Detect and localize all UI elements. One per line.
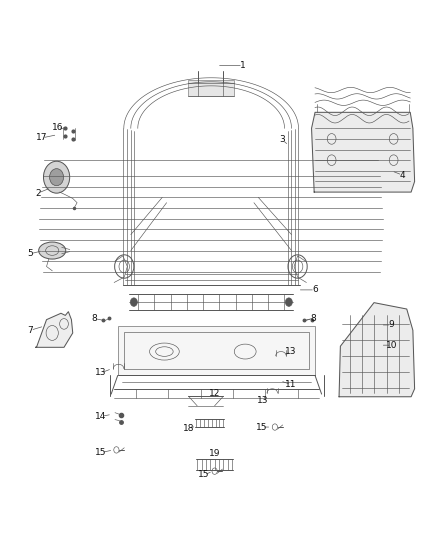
Text: 7: 7	[28, 326, 33, 335]
Text: 16: 16	[52, 123, 63, 132]
Circle shape	[49, 168, 64, 185]
Text: 19: 19	[209, 449, 220, 458]
Text: 13: 13	[285, 347, 297, 356]
Circle shape	[131, 298, 138, 306]
Polygon shape	[311, 112, 415, 192]
Text: 15: 15	[198, 471, 210, 479]
Text: 18: 18	[183, 424, 194, 433]
Text: 3: 3	[279, 135, 285, 144]
Text: 8: 8	[310, 314, 316, 323]
Text: 10: 10	[386, 341, 397, 350]
Text: 1: 1	[240, 61, 246, 70]
Text: 11: 11	[285, 380, 297, 389]
Text: 9: 9	[389, 320, 394, 329]
Bar	[118, 326, 315, 375]
Text: 4: 4	[399, 171, 405, 180]
Circle shape	[286, 298, 292, 306]
Text: 5: 5	[28, 249, 33, 259]
Text: 6: 6	[312, 285, 318, 294]
Bar	[188, 80, 234, 96]
Text: 13: 13	[257, 396, 268, 405]
Text: 2: 2	[35, 189, 41, 198]
Circle shape	[43, 161, 70, 193]
Text: 13: 13	[95, 368, 107, 377]
Text: 15: 15	[256, 423, 268, 432]
Bar	[124, 333, 308, 369]
Text: 14: 14	[95, 412, 107, 421]
Polygon shape	[339, 303, 415, 397]
Text: 8: 8	[92, 314, 97, 323]
Ellipse shape	[39, 242, 66, 259]
Polygon shape	[35, 312, 73, 348]
Text: 12: 12	[209, 389, 220, 398]
Text: 17: 17	[36, 133, 48, 142]
Text: 15: 15	[95, 448, 107, 457]
